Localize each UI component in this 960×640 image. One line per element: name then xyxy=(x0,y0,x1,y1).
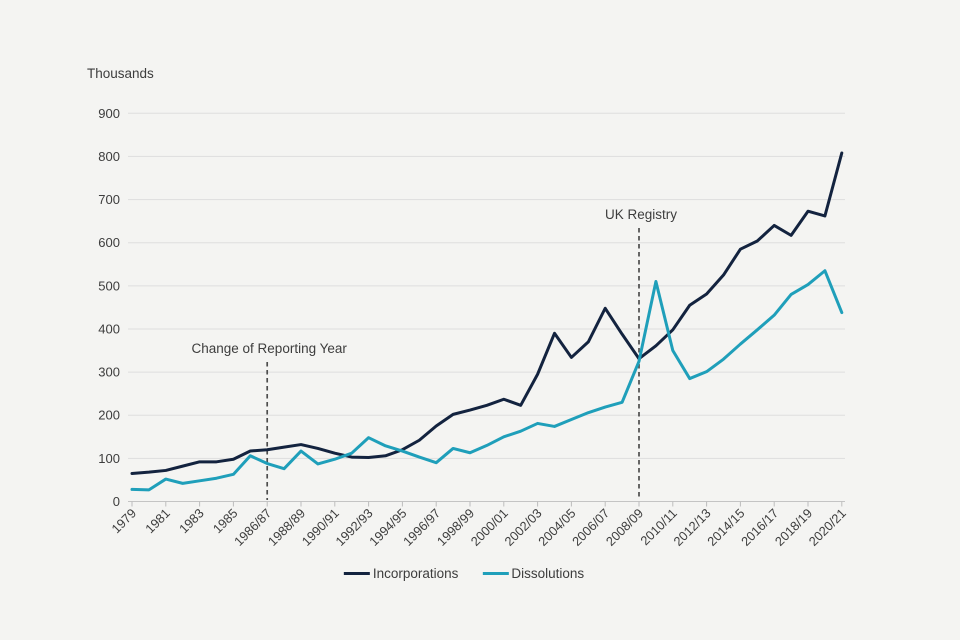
x-axis: 1979 1981 1983 19851986/871988/891990/91199… xyxy=(108,501,849,549)
gridlines: 0 100 200 300 400 500 600 700 800 900 xyxy=(98,106,845,509)
x-axis-tick-label: 1985 xyxy=(210,506,241,537)
y-axis-tick-label: 500 xyxy=(98,278,120,293)
y-axis-unit-label: Thousands xyxy=(87,66,154,81)
dissolutions-line xyxy=(130,269,844,492)
annotation-change-of-reporting-year: Change of Reporting Year xyxy=(192,341,348,500)
x-axis-tick-label: 1981 xyxy=(142,506,173,537)
y-axis-tick-label: 700 xyxy=(98,192,120,207)
chart-legend: Incorporations Dissolutions xyxy=(343,566,584,581)
dissolutions-line-swatch xyxy=(482,572,509,575)
x-axis-tick-label: 1979 xyxy=(108,506,139,537)
annotation-label: Change of Reporting Year xyxy=(192,341,348,356)
legend-label-incorporations: Incorporations xyxy=(372,566,459,581)
legend-item-dissolutions: Dissolutions xyxy=(482,566,584,581)
legend-item-incorporations: Incorporations xyxy=(343,566,459,581)
incorporations-line-swatch xyxy=(343,572,370,575)
y-axis-tick-label: 900 xyxy=(98,106,120,121)
y-axis-tick-label: 800 xyxy=(98,149,120,164)
y-axis-tick-label: 300 xyxy=(98,365,120,380)
y-axis-tick-label: 600 xyxy=(98,235,120,250)
x-axis-tick-label: 2020/21 xyxy=(806,506,849,549)
legend-label-dissolutions: Dissolutions xyxy=(511,566,585,581)
incorporations-line xyxy=(130,151,844,475)
x-axis-tick-label: 1983 xyxy=(176,506,207,537)
y-axis-tick-label: 100 xyxy=(98,451,120,466)
y-axis-tick-label: 0 xyxy=(113,494,120,509)
y-axis-tick-label: 400 xyxy=(98,321,120,336)
annotation-label: UK Registry xyxy=(605,207,677,222)
x-axis-tick-label: 2008/09 xyxy=(603,506,646,549)
y-axis-tick-label: 200 xyxy=(98,408,120,423)
